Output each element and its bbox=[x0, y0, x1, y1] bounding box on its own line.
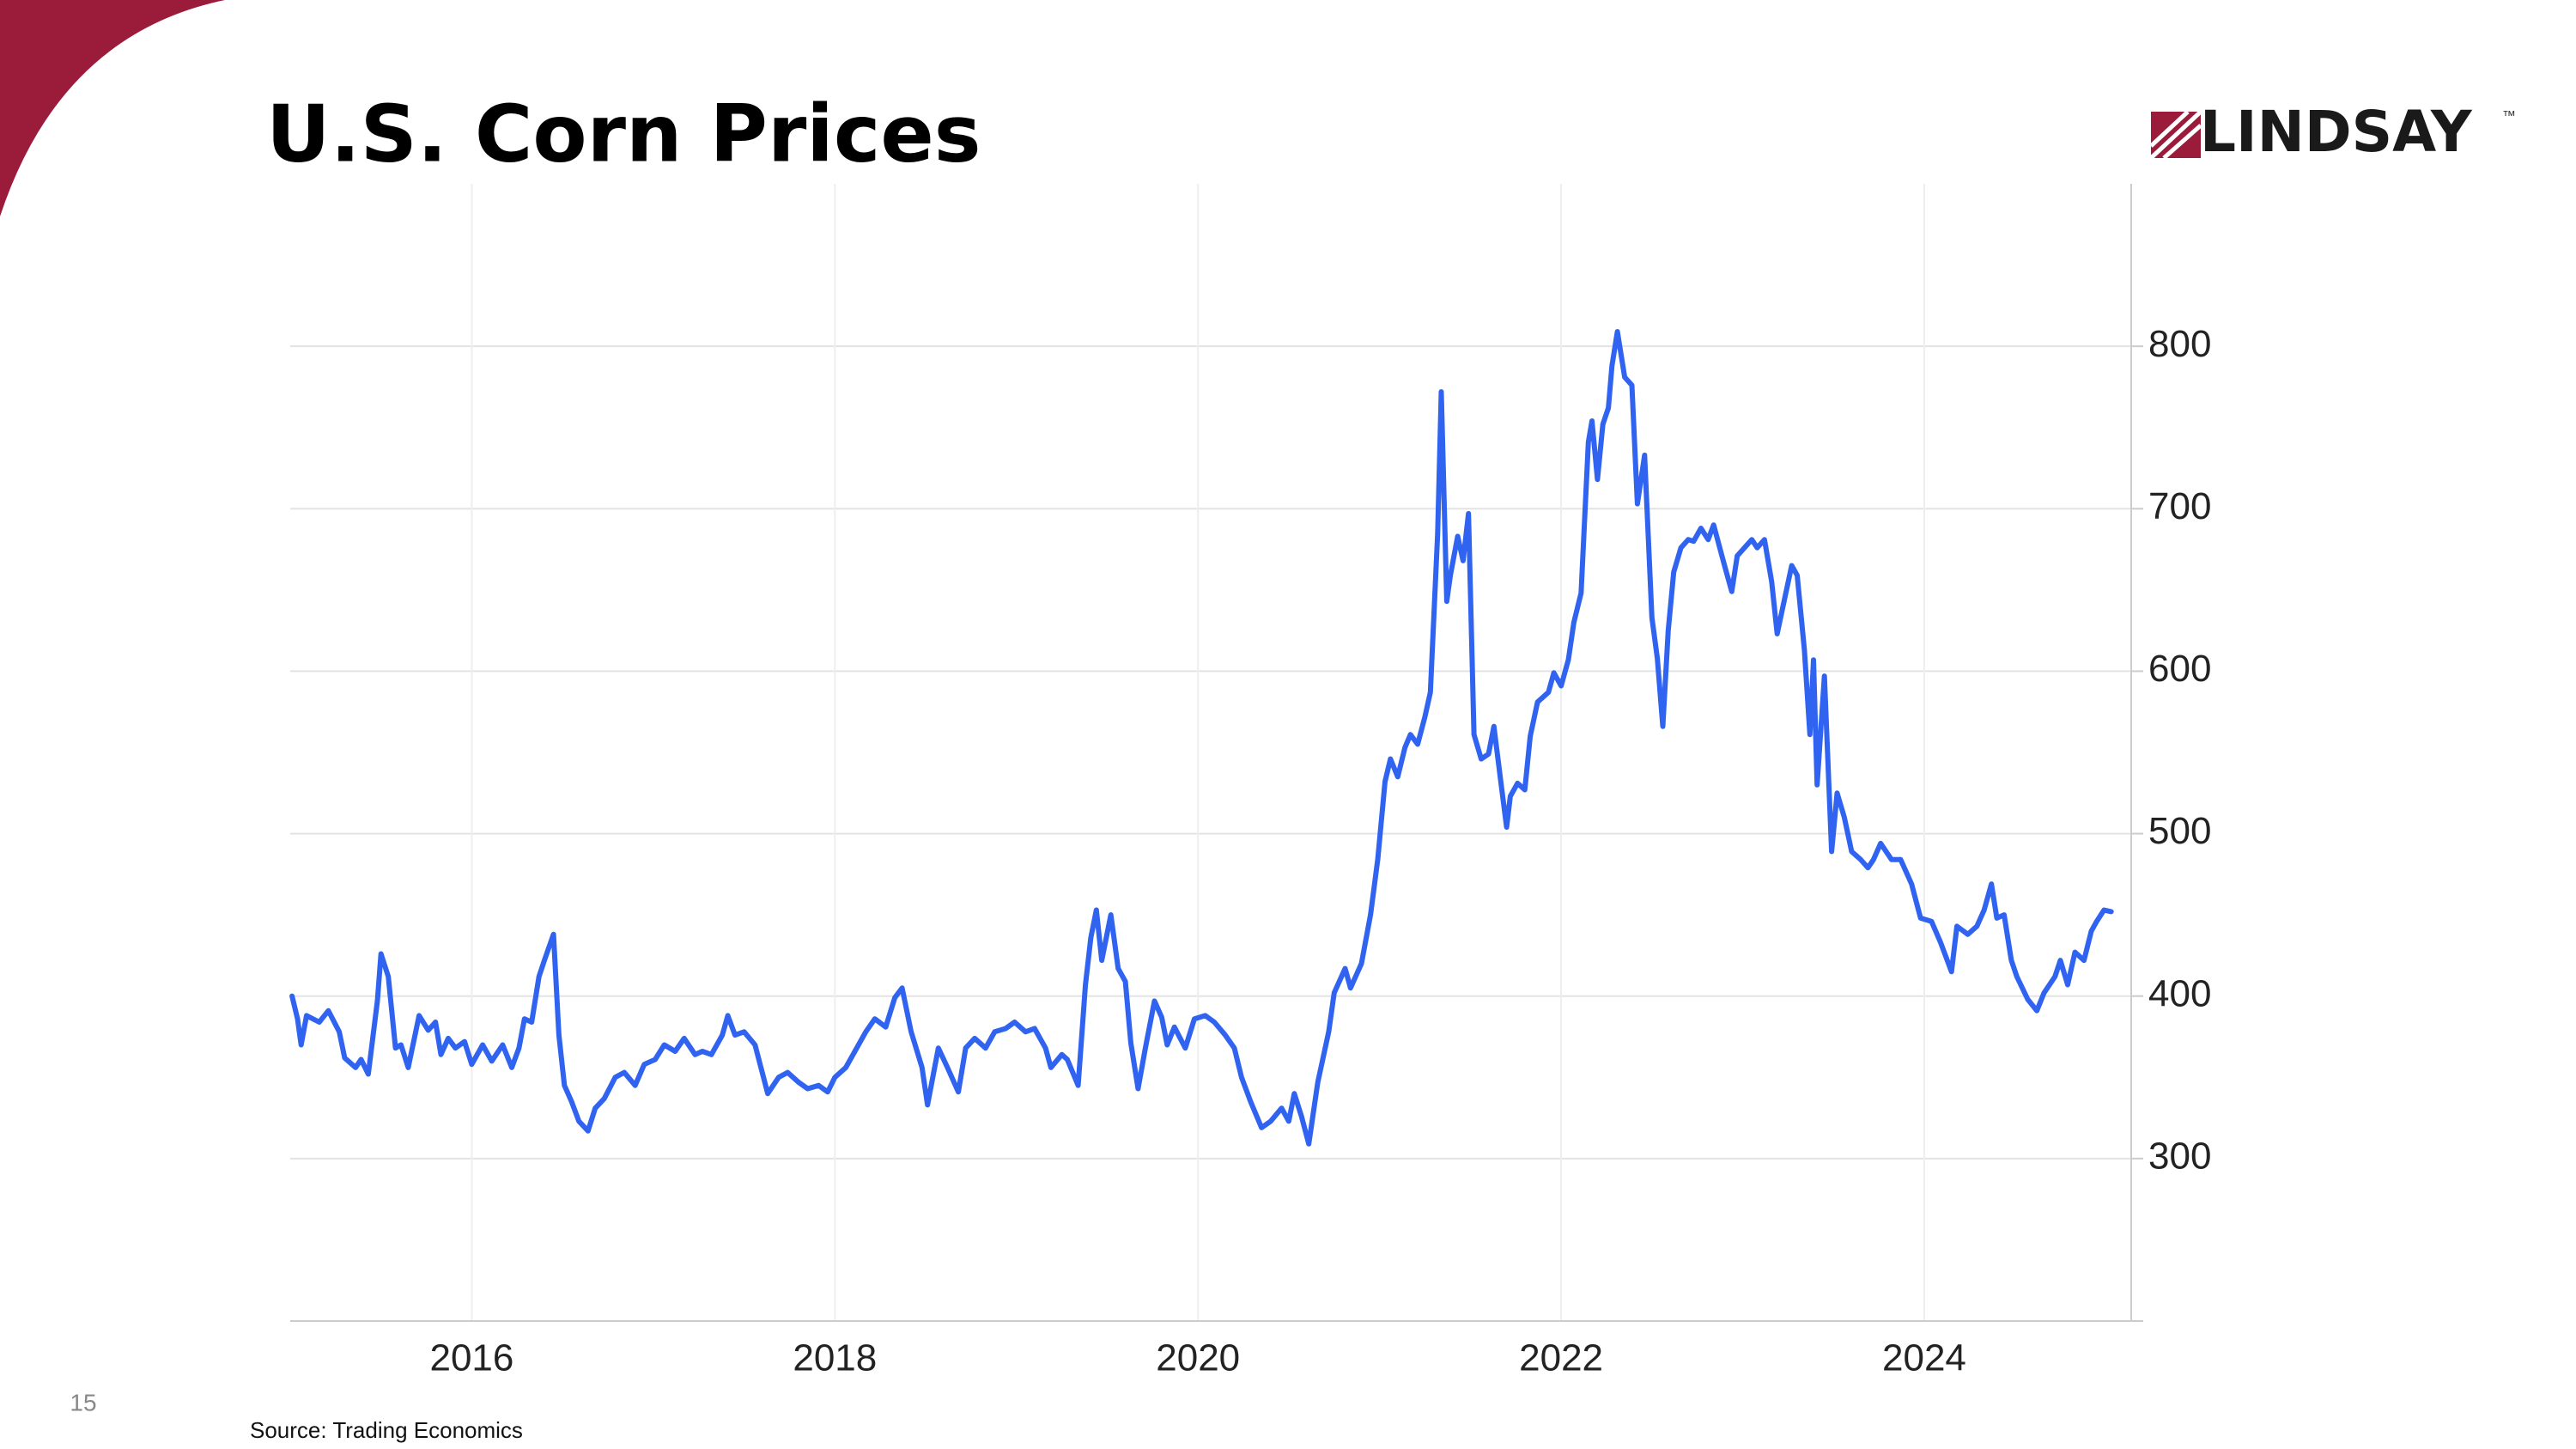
y-tick-label: 600 bbox=[2148, 648, 2211, 690]
source-note: Source: Trading Economics bbox=[250, 1417, 523, 1443]
plot-area: 300 400 500 600 700 800 2016 2018 2020 2022 2024 bbox=[289, 184, 2211, 1379]
y-tick-label: 700 bbox=[2148, 485, 2211, 527]
y-tick-label: 400 bbox=[2148, 972, 2211, 1014]
logo-stripes bbox=[2149, 110, 2202, 160]
logo-trademark: ™ bbox=[2502, 109, 2516, 124]
price-line bbox=[289, 329, 2114, 1147]
x-tick-label: 2016 bbox=[429, 1337, 513, 1379]
x-tick-label: 2018 bbox=[793, 1337, 877, 1379]
page-number: 15 bbox=[70, 1389, 96, 1416]
chart-title: U.S. Corn Prices bbox=[266, 88, 981, 180]
x-tick-label: 2024 bbox=[1882, 1337, 1966, 1379]
corner-accent bbox=[0, 0, 225, 216]
logo: LINDSAY ™ bbox=[2149, 99, 2516, 165]
x-tick-label: 2022 bbox=[1519, 1337, 1603, 1379]
x-tick-label: 2020 bbox=[1156, 1337, 1240, 1379]
y-tick-label: 500 bbox=[2148, 810, 2211, 852]
y-tick-label: 800 bbox=[2148, 323, 2211, 365]
y-tick-label: 300 bbox=[2148, 1135, 2211, 1177]
logo-text: LINDSAY bbox=[2200, 99, 2473, 165]
